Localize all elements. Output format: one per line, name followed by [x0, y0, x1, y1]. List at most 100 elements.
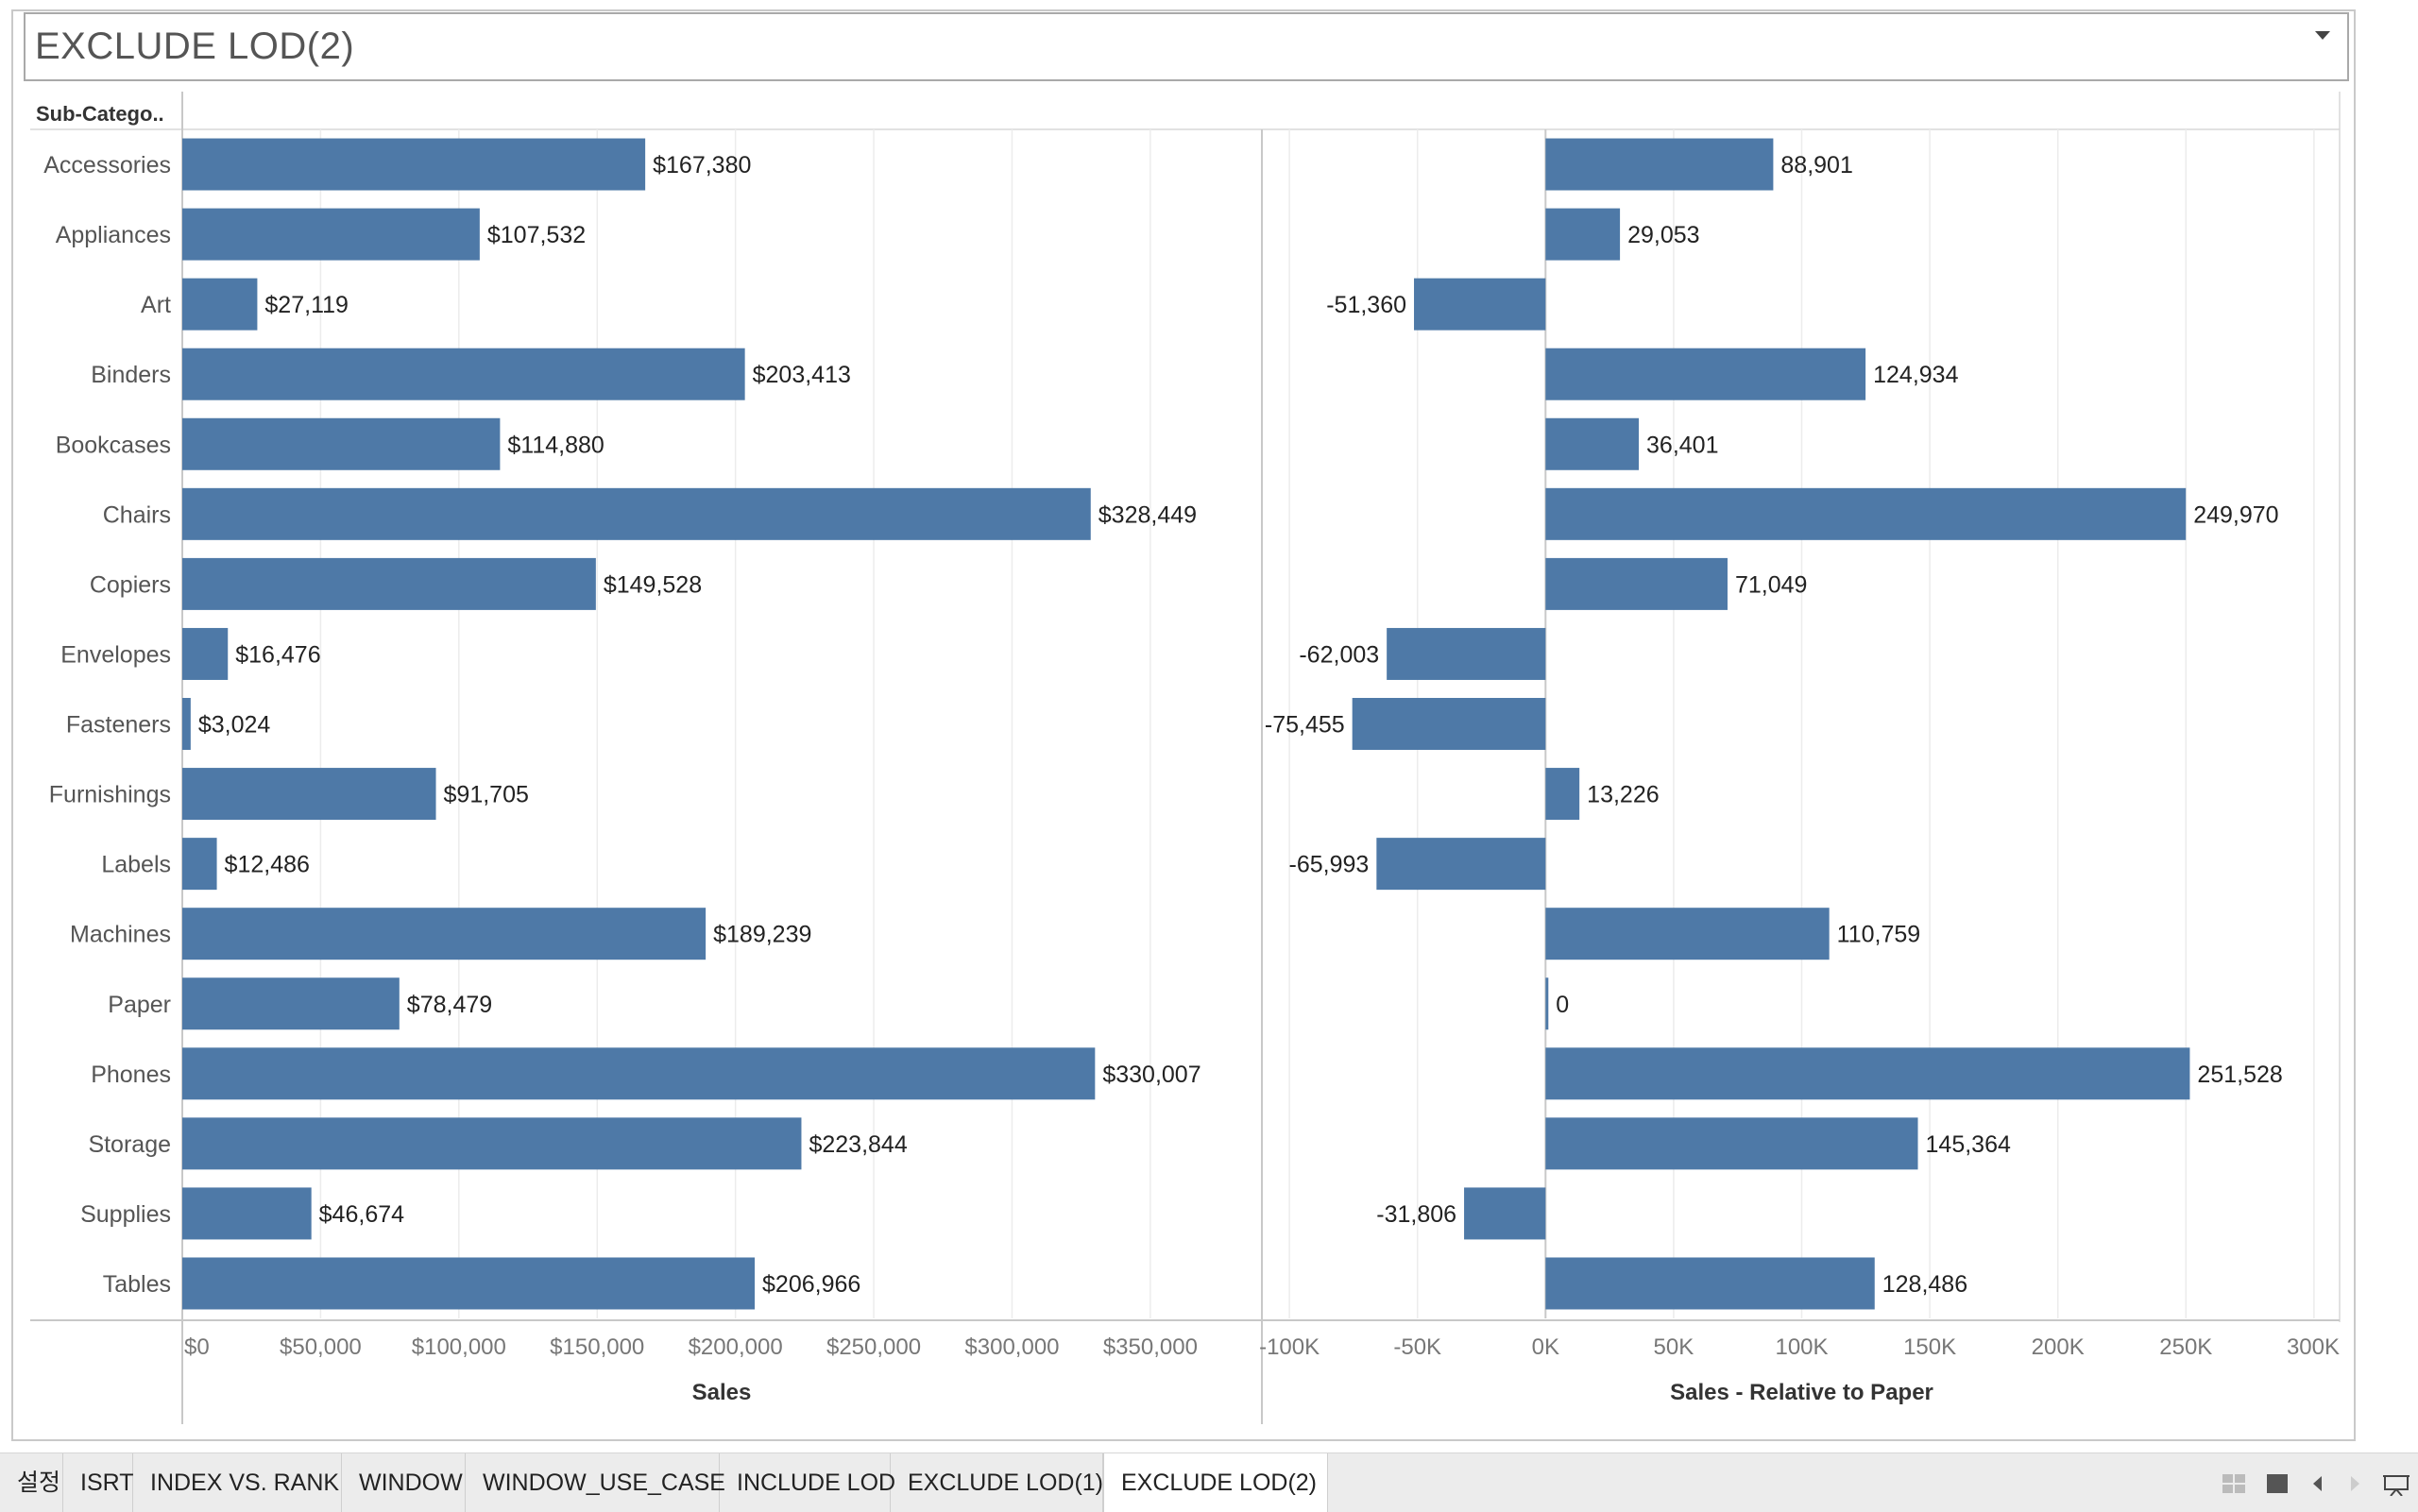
- data-label: -62,003: [1299, 641, 1379, 668]
- data-label: $78,479: [407, 992, 492, 1018]
- tick-label: $0: [184, 1334, 210, 1360]
- prev-sheet-icon[interactable]: [2310, 1473, 2325, 1494]
- data-label: $46,674: [319, 1201, 404, 1228]
- tick-label: $300,000: [964, 1334, 1059, 1360]
- bar: [1545, 1257, 1875, 1310]
- bar: [182, 698, 191, 751]
- data-label: $91,705: [444, 782, 529, 808]
- presentation-mode-icon[interactable]: [2383, 1473, 2409, 1496]
- data-label: $149,528: [604, 571, 702, 598]
- data-label: 128,486: [1882, 1271, 1967, 1298]
- category-label: Tables: [103, 1271, 171, 1298]
- tick-label: $150,000: [550, 1334, 644, 1360]
- data-label: -51,360: [1326, 292, 1406, 318]
- tick-label: $250,000: [826, 1334, 921, 1360]
- tick-label: $100,000: [412, 1334, 506, 1360]
- tick-label: $350,000: [1103, 1334, 1198, 1360]
- data-label: 71,049: [1735, 571, 1807, 598]
- tick-label: $200,000: [689, 1334, 783, 1360]
- bar: [1545, 557, 1728, 610]
- bar: [182, 487, 1091, 540]
- bar: [1545, 908, 1830, 960]
- bar: [1464, 1187, 1546, 1240]
- sheet-tab[interactable]: INDEX VS. RANK: [133, 1453, 342, 1512]
- bar: [182, 138, 646, 191]
- data-label: $12,486: [225, 852, 310, 878]
- data-label: $223,844: [809, 1131, 907, 1158]
- bar: [1545, 977, 1549, 1030]
- data-label: 124,934: [1873, 362, 1958, 388]
- sheet-tab[interactable]: EXCLUDE LOD(2): [1103, 1453, 1328, 1512]
- category-label: Phones: [91, 1062, 171, 1088]
- sheet-tab[interactable]: INCLUDE LOD: [720, 1453, 895, 1512]
- bar: [1376, 838, 1546, 891]
- sheet-tab[interactable]: WINDOW: [342, 1453, 466, 1512]
- tick-label: 100K: [1775, 1334, 1828, 1360]
- data-label: $167,380: [653, 152, 751, 178]
- filmstrip-view-icon[interactable]: [2266, 1473, 2289, 1494]
- data-label: $16,476: [235, 641, 320, 668]
- bar: [1545, 487, 2187, 540]
- category-label: Envelopes: [60, 641, 171, 668]
- data-label: 249,970: [2193, 501, 2278, 528]
- data-label: $330,007: [1102, 1062, 1200, 1088]
- bar: [1545, 1047, 2190, 1100]
- bar: [182, 1257, 756, 1310]
- bar: [1545, 1117, 1918, 1170]
- bar: [182, 557, 596, 610]
- tick-label: 50K: [1654, 1334, 1694, 1360]
- bar: [182, 1187, 312, 1240]
- bar: [182, 627, 229, 680]
- tick-label: 300K: [2287, 1334, 2340, 1360]
- axis-title: Sales: [692, 1380, 752, 1405]
- category-label: Fasteners: [66, 712, 171, 739]
- data-label: 29,053: [1627, 222, 1699, 248]
- bar: [1545, 417, 1640, 470]
- data-label: $328,449: [1098, 501, 1197, 528]
- data-label: -65,993: [1289, 852, 1370, 878]
- bar: [1387, 627, 1546, 680]
- category-label: Accessories: [43, 152, 171, 178]
- tick-label: $50,000: [280, 1334, 362, 1360]
- bar: [182, 838, 217, 891]
- sheet-tabs-bar: 설정 ISRT INDEX VS. RANK WINDOW WINDOW_USE_CAS…: [0, 1453, 2418, 1512]
- sheet-tab[interactable]: ISRT: [63, 1453, 134, 1512]
- sheet-tab[interactable]: EXCLUDE LOD(1): [891, 1453, 1103, 1512]
- tick-label: -100K: [1259, 1334, 1320, 1360]
- bar: [182, 348, 745, 400]
- data-label: 145,364: [1926, 1131, 2011, 1158]
- tick-label: 0K: [1532, 1334, 1559, 1360]
- category-label: Labels: [101, 852, 171, 878]
- sheet-tab[interactable]: 설정: [0, 1453, 63, 1512]
- row-header-label: Sub-Catego..: [36, 102, 164, 126]
- category-label: Furnishings: [49, 782, 171, 808]
- sheet-tab[interactable]: WINDOW_USE_CASE: [466, 1453, 725, 1512]
- next-sheet-icon[interactable]: [2347, 1473, 2362, 1494]
- tick-label: 200K: [2032, 1334, 2085, 1360]
- data-label: $203,413: [753, 362, 851, 388]
- bar: [182, 908, 707, 960]
- data-label: $114,880: [507, 432, 604, 458]
- bar: [182, 208, 480, 261]
- bar: [182, 977, 400, 1030]
- data-label: 251,528: [2197, 1062, 2282, 1088]
- bar: [1545, 768, 1580, 821]
- data-label: 110,759: [1837, 922, 1921, 948]
- data-label: 0: [1556, 992, 1569, 1018]
- bar: [1545, 208, 1621, 261]
- bar-charts: Sub-Catego.. Accessories Appliances Art Bind…: [30, 92, 2341, 1424]
- title-dropdown[interactable]: EXCLUDE LOD(2): [24, 12, 2349, 81]
- grid-view-icon[interactable]: [2222, 1473, 2246, 1494]
- category-label: Binders: [91, 362, 171, 388]
- category-label: Supplies: [80, 1201, 171, 1228]
- bar: [1414, 278, 1546, 331]
- axis-title: Sales - Relative to Paper: [1670, 1380, 1933, 1405]
- data-label: 13,226: [1587, 782, 1659, 808]
- tick-label: 150K: [1903, 1334, 1956, 1360]
- bar: [182, 1047, 1096, 1100]
- category-label: Art: [141, 292, 171, 318]
- chevron-down-icon[interactable]: [2315, 31, 2330, 40]
- category-label: Chairs: [103, 501, 171, 528]
- category-label: Paper: [108, 992, 171, 1018]
- data-label: 36,401: [1646, 432, 1718, 458]
